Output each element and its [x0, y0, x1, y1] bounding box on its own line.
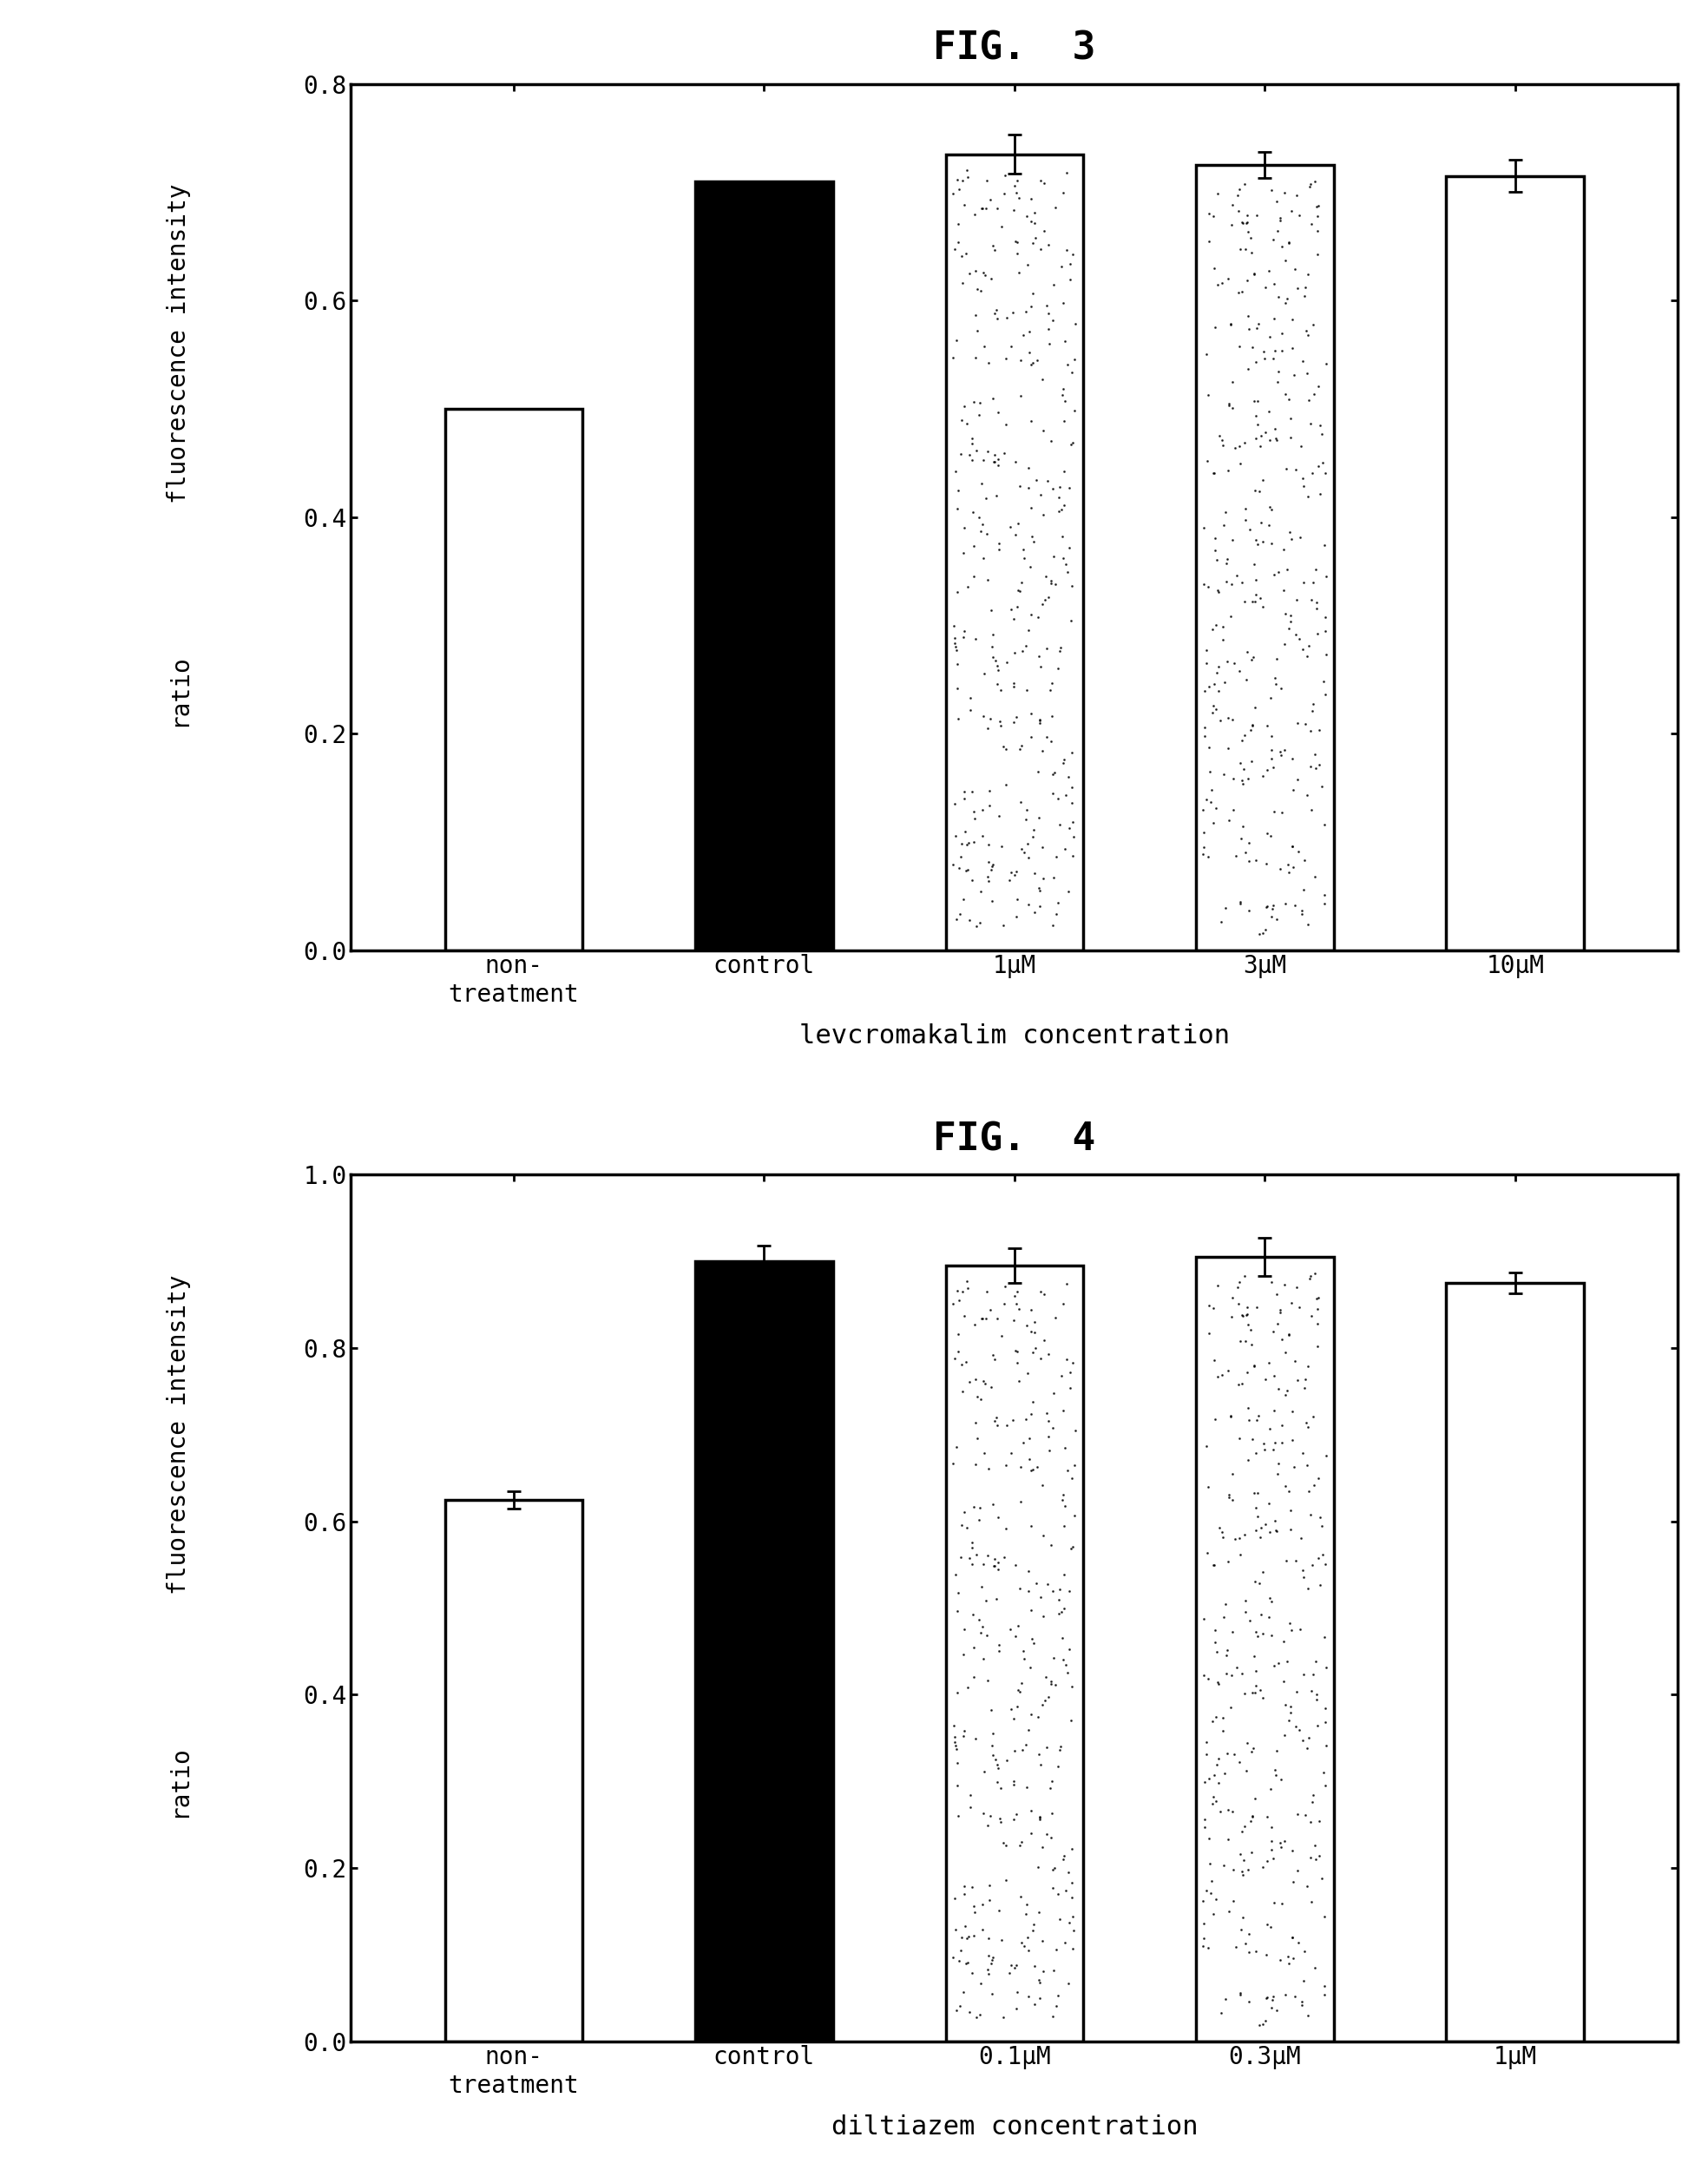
Text: ratio: ratio [166, 1745, 191, 1818]
X-axis label: levcromakalim concentration: levcromakalim concentration [799, 1024, 1230, 1048]
Title: FIG.  3: FIG. 3 [933, 30, 1097, 67]
Bar [1196, 1256, 1334, 2042]
X-axis label: diltiazem concentration: diltiazem concentration [832, 2116, 1197, 2140]
Title: FIG.  4: FIG. 4 [933, 1122, 1097, 1159]
Bar [1196, 165, 1334, 950]
Bar [444, 1499, 582, 2042]
Bar [1447, 176, 1583, 950]
Text: ratio: ratio [166, 653, 191, 727]
Text: fluorescence intensity: fluorescence intensity [166, 1274, 191, 1595]
Bar [946, 1265, 1083, 2042]
Bar [695, 1261, 834, 2042]
Bar [444, 408, 582, 950]
Bar [1447, 1282, 1583, 2042]
Text: fluorescence intensity: fluorescence intensity [166, 184, 191, 503]
Bar [695, 182, 834, 950]
Bar [946, 154, 1083, 950]
